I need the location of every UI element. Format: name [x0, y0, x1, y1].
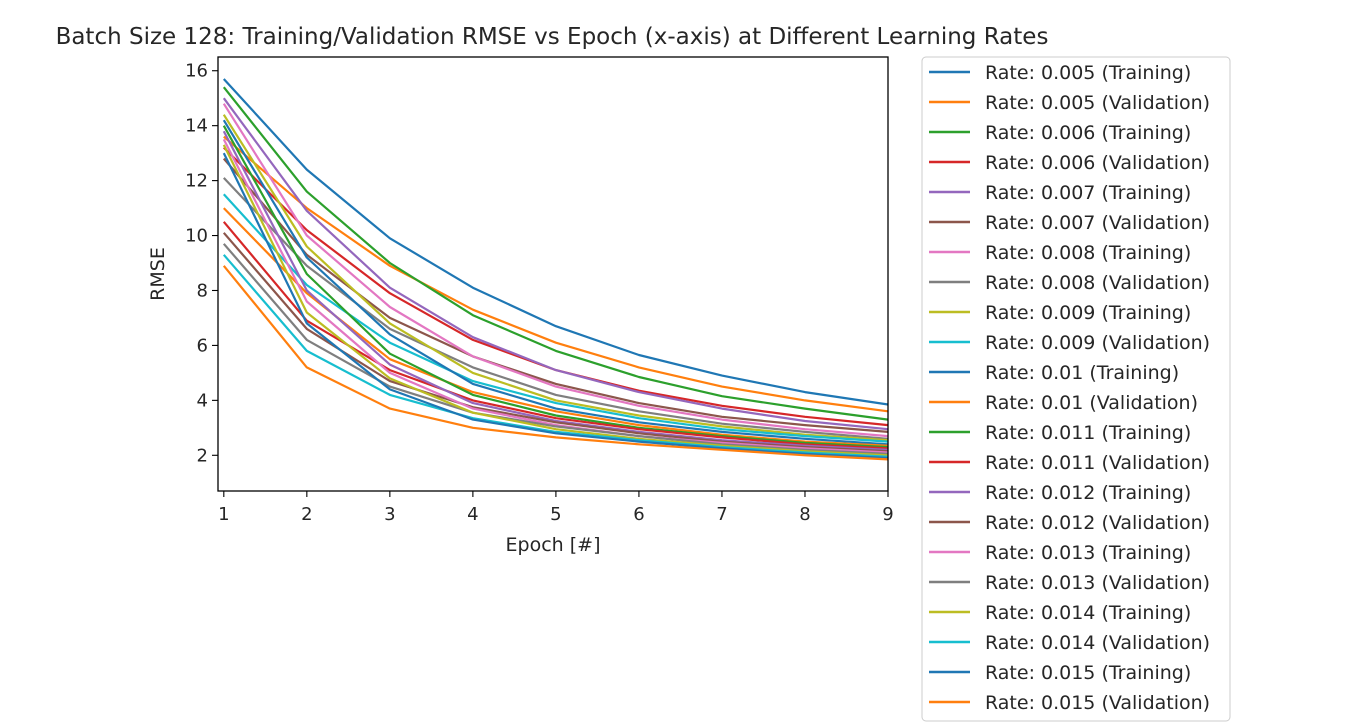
legend-entry: Rate: 0.009 (Training): [985, 302, 1191, 324]
y-tick-label: 8: [197, 280, 208, 301]
y-tick-label: 4: [197, 390, 208, 411]
x-tick-label: 7: [716, 504, 727, 525]
legend-entry: Rate: 0.009 (Validation): [985, 332, 1210, 354]
series-line-5: [222, 97, 889, 431]
series-line-2: [223, 135, 889, 413]
series-line-13: [222, 125, 889, 449]
y-tick-label: 12: [185, 171, 208, 192]
series-line-19: [222, 144, 889, 457]
series-line-7: [222, 103, 889, 438]
x-tick-label: 1: [218, 504, 229, 525]
legend-entry: Rate: 0.015 (Validation): [985, 692, 1210, 714]
series-line-14: [222, 221, 889, 450]
legend-entry: Rate: 0.01 (Validation): [985, 392, 1198, 414]
legend-entry: Rate: 0.006 (Training): [985, 122, 1191, 144]
series-line-9: [222, 114, 889, 442]
series-line-3: [222, 86, 889, 421]
x-tick-label: 9: [882, 504, 893, 525]
y-tick-label: 6: [197, 335, 208, 356]
x-tick-label: 8: [799, 504, 810, 525]
legend-entry: Rate: 0.011 (Validation): [985, 452, 1210, 474]
x-tick-label: 4: [467, 504, 478, 525]
series-line-17: [222, 138, 889, 454]
legend-entry: Rate: 0.013 (Training): [985, 542, 1191, 564]
legend-entry: Rate: 0.01 (Training): [985, 362, 1179, 384]
x-axis: 1 2 3 4 5 6 7 8 9: [218, 491, 894, 525]
legend-frame: [921, 56, 1231, 722]
x-tick-label: 2: [301, 504, 312, 525]
legend-entry: Rate: 0.014 (Training): [985, 602, 1191, 624]
series-line-10: [222, 193, 889, 443]
y-axis: 2 4 6 8 10 12 14 16: [185, 61, 218, 466]
plot-lines: [222, 78, 889, 461]
y-tick-label: 16: [185, 61, 208, 82]
y-tick-label: 14: [185, 116, 208, 137]
legend-entry: Rate: 0.011 (Training): [985, 422, 1191, 444]
series-line-21: [222, 152, 889, 460]
y-tick-label: 2: [197, 445, 208, 466]
series-line-6: [222, 157, 889, 433]
y-axis-label: RMSE: [147, 247, 169, 301]
x-axis-label: Epoch [#]: [506, 534, 601, 556]
legend-entry: Rate: 0.005 (Validation): [985, 92, 1210, 114]
series-line-1: [222, 78, 889, 406]
x-tick-label: 5: [550, 504, 561, 525]
legend-entry: Rate: 0.013 (Validation): [985, 572, 1210, 594]
legend-entry: Rate: 0.015 (Training): [985, 662, 1191, 684]
series-line-18: [222, 243, 889, 455]
series-line-22: [222, 265, 889, 461]
legend-entry: Rate: 0.007 (Training): [985, 182, 1191, 204]
legend-entry: Rate: 0.006 (Validation): [985, 152, 1210, 174]
legend-entry: Rate: 0.012 (Validation): [985, 512, 1210, 534]
x-tick-label: 6: [633, 504, 644, 525]
legend-entry: Rate: 0.014 (Validation): [985, 632, 1210, 654]
legend-entry: Rate: 0.008 (Validation): [985, 272, 1210, 294]
legend: Rate: 0.005 (Training) Rate: 0.005 (Valid…: [921, 56, 1231, 722]
legend-entry: Rate: 0.008 (Training): [985, 242, 1191, 264]
series-line-20: [222, 254, 889, 458]
legend-entry: Rate: 0.007 (Validation): [985, 212, 1210, 234]
chart-title: Batch Size 128: Training/Validation RMSE…: [56, 24, 1049, 50]
series-line-15: [222, 130, 889, 451]
series-line-11: [222, 119, 889, 446]
legend-entry: Rate: 0.012 (Training): [985, 482, 1191, 504]
x-tick-label: 3: [384, 504, 395, 525]
legend-entry: Rate: 0.005 (Training): [985, 62, 1191, 84]
y-tick-label: 10: [185, 226, 208, 247]
series-line-8: [223, 177, 889, 440]
plot-frame: [217, 56, 889, 492]
